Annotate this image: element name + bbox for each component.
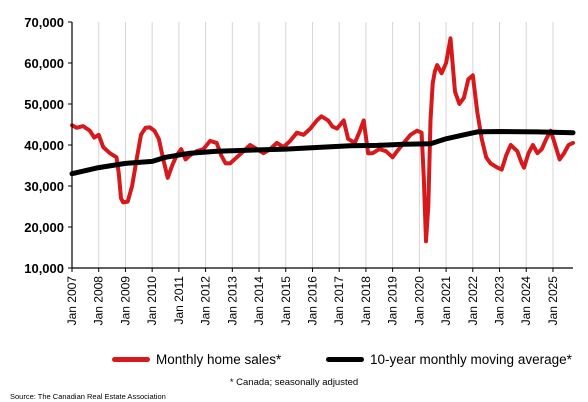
legend-swatch-red — [112, 357, 150, 362]
x-tick-label: Jan 2012 — [199, 276, 213, 326]
x-tick-label: Jan 2007 — [65, 276, 79, 326]
gridlines — [71, 22, 554, 268]
x-tick-label: Jan 2021 — [439, 276, 453, 326]
source-note: Source: The Canadian Real Estate Associa… — [10, 392, 166, 401]
x-tick-label: Jan 2009 — [118, 276, 132, 326]
footnote: * Canada; seasonally adjusted — [229, 377, 359, 388]
series-line-monthly-sales — [70, 36, 575, 244]
x-tick-label: Jan 2014 — [252, 276, 266, 326]
y-tick-label: 10,000 — [24, 261, 64, 276]
series-line-moving-average — [69, 129, 576, 177]
x-tick-label: Jan 2011 — [172, 276, 186, 325]
legend: Monthly home sales* 10-year monthly movi… — [0, 352, 588, 372]
x-tick-label: Jan 2019 — [386, 276, 400, 326]
x-tick-label: Jan 2010 — [145, 276, 159, 326]
x-tick-label: Jan 2008 — [92, 276, 106, 326]
chart: 10,000 20,000 30,000 40,000 50,000 60,000 70,0… — [24, 15, 576, 325]
y-tick-label: 40,000 — [24, 138, 64, 153]
legend-swatch-black — [326, 357, 364, 362]
y-tick-label: 30,000 — [24, 179, 64, 194]
series-lines — [69, 36, 576, 244]
x-axis-ticks: Jan 2007 Jan 2008 Jan 2009 Jan 2010 Jan 2011… — [65, 268, 560, 325]
x-tick-label: Jan 2025 — [546, 276, 560, 326]
x-tick-label: Jan 2022 — [466, 276, 480, 326]
y-tick-label: 50,000 — [24, 97, 64, 112]
legend-item-moving-average: 10-year monthly moving average* — [326, 352, 572, 367]
y-axis-ticks: 10,000 20,000 30,000 40,000 50,000 60,000 70,0… — [24, 15, 72, 276]
y-tick-label: 20,000 — [24, 220, 64, 235]
legend-item-monthly-sales: Monthly home sales* — [112, 352, 281, 367]
legend-label: 10-year monthly moving average* — [370, 352, 572, 367]
x-tick-label: Jan 2024 — [519, 276, 533, 326]
x-tick-label: Jan 2017 — [332, 276, 346, 326]
x-tick-label: Jan 2018 — [359, 276, 373, 326]
legend-label: Monthly home sales* — [156, 352, 282, 367]
x-tick-label: Jan 2020 — [412, 276, 426, 326]
y-tick-label: 70,000 — [24, 15, 64, 30]
x-tick-label: Jan 2023 — [493, 276, 507, 326]
x-tick-label: Jan 2015 — [279, 276, 293, 326]
y-tick-label: 60,000 — [24, 56, 64, 71]
x-tick-label: Jan 2016 — [305, 276, 319, 326]
x-tick-label: Jan 2013 — [225, 276, 239, 326]
